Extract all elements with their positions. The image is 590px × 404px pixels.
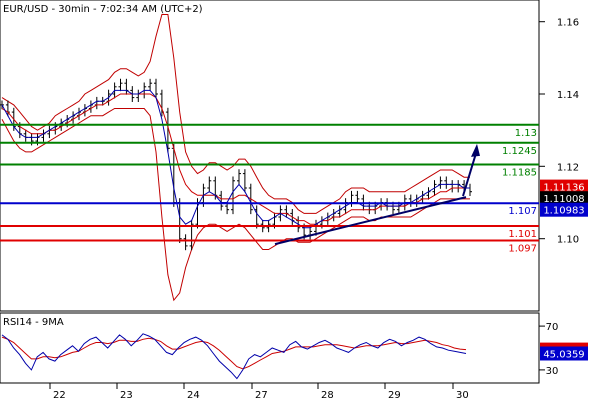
- time-tick-label: 28: [321, 390, 334, 400]
- time-tick-label: 29: [388, 390, 401, 400]
- price-tick-label: 1.10: [557, 235, 579, 246]
- rsi-panel-frame: [0, 312, 540, 384]
- level-label: 1.1185: [502, 168, 537, 179]
- main-chart-title: EUR/USD - 30min - 7:02:34 AM (UTC+2): [3, 4, 203, 15]
- price-badge-label: 1.11136: [543, 183, 584, 194]
- time-tick-label: 27: [255, 390, 268, 400]
- level-label: 1.101: [508, 229, 537, 240]
- rsi-chart-title-group: RSI14 - 9MA: [3, 317, 64, 328]
- rsi-tick-label: 30: [546, 366, 559, 377]
- price-tick-label: 1.12: [557, 162, 579, 173]
- band-lower-line: [1, 108, 470, 302]
- forecast-arrow-head: [471, 143, 480, 157]
- price-badge: [540, 202, 588, 217]
- time-tick-label: 30: [456, 390, 469, 400]
- price-badge: [540, 191, 588, 206]
- price-badge-label: 1.11008: [543, 194, 584, 205]
- price-badge-label: 1.10983: [543, 206, 584, 217]
- time-tick-label: 24: [187, 390, 200, 400]
- level-label: 1.107: [508, 206, 537, 217]
- ma-slow-line: [1, 93, 470, 225]
- rsi-badge-label: 45.0359: [543, 350, 584, 361]
- time-tick-label: 23: [120, 390, 133, 400]
- main-chart-title-group: EUR/USD - 30min - 7:02:34 AM (UTC+2): [3, 4, 203, 15]
- time-axis: 22 23 24 27 28 29 30: [49, 383, 469, 401]
- level-label: 1.097: [508, 244, 537, 255]
- level-label: 1.13: [515, 128, 537, 139]
- band-upper-line: [1, 14, 470, 214]
- support-resistance-levels: 1.13 1.1245 1.1185 1.107 1.101 1.097: [0, 123, 539, 255]
- ma-fast-line: [1, 89, 470, 229]
- bollinger-bands: [1, 14, 470, 302]
- time-tick-label: 22: [53, 390, 66, 400]
- annotations: [274, 143, 480, 246]
- rsi-badges: 48.506645.0359: [540, 342, 588, 361]
- rsi-axis: 70 30: [539, 322, 558, 377]
- moving-averages: [1, 89, 470, 229]
- rsi-lines: [1, 333, 467, 380]
- rsi-tick-label: 70: [546, 322, 559, 333]
- level-label: 1.1245: [502, 146, 537, 157]
- price-tick-label: 1.14: [557, 90, 579, 101]
- rsi-badge: [540, 346, 588, 361]
- price-tick-label: 1.16: [557, 18, 579, 29]
- rsi-line: [1, 333, 467, 380]
- trendline: [274, 196, 467, 246]
- price-badge: [540, 179, 588, 194]
- price-axis: 1.16 1.14 1.12 1.10: [539, 18, 579, 246]
- forecast-arrow-shaft: [462, 149, 478, 197]
- main-panel-frame: [0, 0, 540, 312]
- rsi-chart-title: RSI14 - 9MA: [3, 317, 64, 328]
